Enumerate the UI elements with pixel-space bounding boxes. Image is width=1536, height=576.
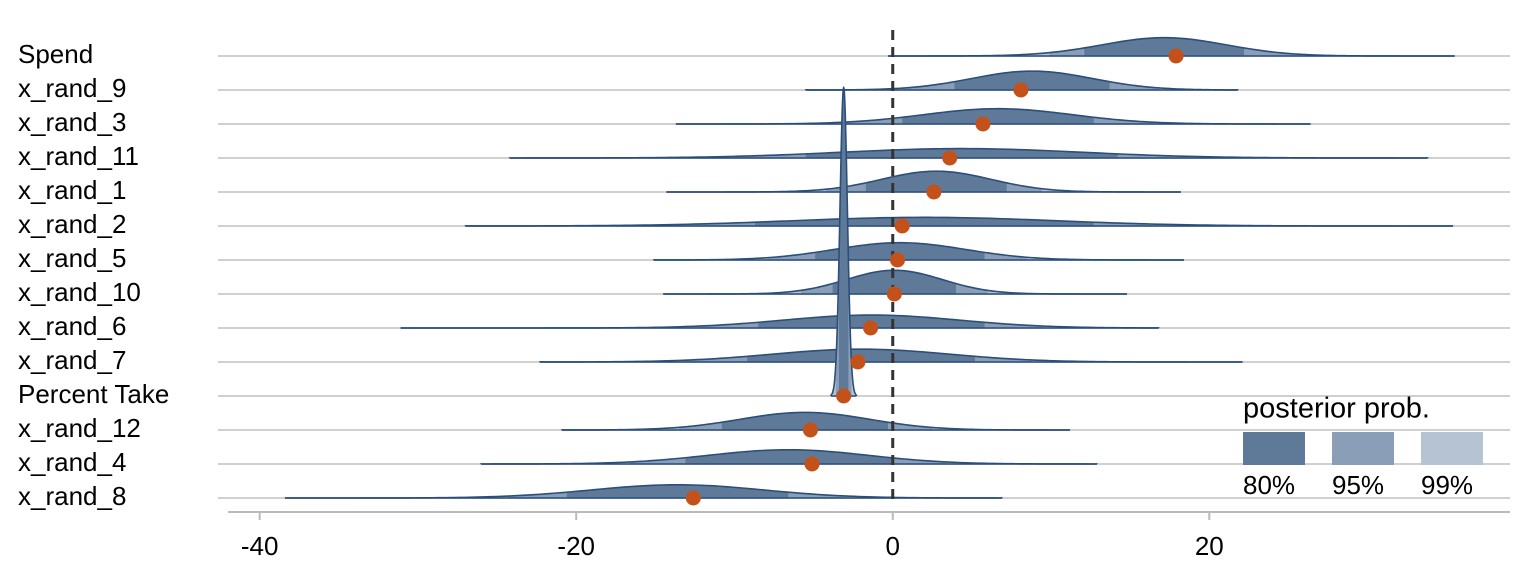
median-point xyxy=(975,116,991,132)
median-point xyxy=(889,252,905,268)
density-outline xyxy=(830,85,858,397)
x-tick-label: -40 xyxy=(241,531,279,561)
y-tick-label: x_rand_2 xyxy=(18,209,126,239)
y-tick-label: x_rand_1 xyxy=(18,175,126,205)
median-point xyxy=(926,184,942,200)
median-point xyxy=(1168,48,1184,64)
y-tick-label: x_rand_8 xyxy=(18,481,126,511)
interval-area xyxy=(902,108,1094,124)
interval-area xyxy=(832,270,957,294)
interval-area xyxy=(954,71,1110,90)
median-point xyxy=(685,490,701,506)
x-tick-label: 20 xyxy=(1195,531,1224,561)
median-point xyxy=(886,286,902,302)
y-tick-label: Spend xyxy=(18,39,93,69)
interval-area xyxy=(815,242,985,260)
legend-swatch xyxy=(1332,432,1394,465)
median-point xyxy=(836,388,852,404)
median-point xyxy=(802,422,818,438)
y-tick-label: x_rand_3 xyxy=(18,107,126,137)
y-tick-label: x_rand_5 xyxy=(18,243,126,273)
legend-title: posterior prob. xyxy=(1243,393,1430,425)
median-point xyxy=(850,354,866,370)
legend-swatch xyxy=(1243,432,1305,465)
x-tick-label: -20 xyxy=(557,531,595,561)
interval-area xyxy=(721,412,888,430)
median-point xyxy=(1013,82,1029,98)
y-tick-label: x_rand_4 xyxy=(18,447,126,477)
interval-area xyxy=(755,217,1094,226)
median-point xyxy=(804,456,820,472)
interval-area xyxy=(838,87,849,396)
y-tick-label: x_rand_6 xyxy=(18,311,126,341)
legend-swatch xyxy=(1421,432,1483,465)
median-point xyxy=(863,320,879,336)
interval-area xyxy=(566,484,789,498)
y-tick-label: x_rand_9 xyxy=(18,73,126,103)
interval-area xyxy=(685,449,892,464)
interval-area xyxy=(805,148,1118,158)
legend-label: 80% xyxy=(1243,470,1295,500)
y-tick-label: x_rand_11 xyxy=(18,141,139,171)
y-tick-label: x_rand_7 xyxy=(18,345,126,375)
y-tick-label: x_rand_12 xyxy=(18,413,141,443)
y-tick-label: Percent Take xyxy=(18,379,169,409)
x-tick-label: 0 xyxy=(886,531,900,561)
interval-area xyxy=(1084,37,1245,56)
legend-label: 99% xyxy=(1421,470,1473,500)
y-tick-label: x_rand_10 xyxy=(18,277,141,307)
legend-label: 95% xyxy=(1332,470,1384,500)
interval-area xyxy=(865,171,1007,192)
median-point xyxy=(894,218,910,234)
median-point xyxy=(942,150,958,166)
